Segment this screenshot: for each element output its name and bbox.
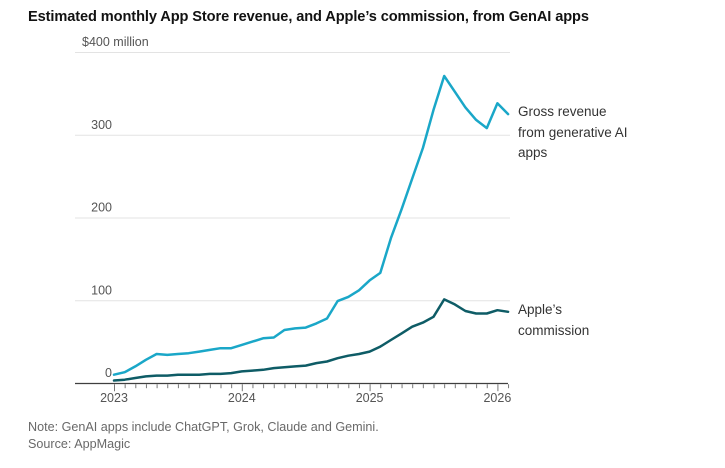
gross-revenue-series-label: Gross revenue from generative AI apps: [518, 104, 628, 160]
x-tick-label-2026: 2026: [483, 391, 511, 405]
y-tick-label-100: 100: [91, 283, 112, 297]
apple-commission-line: [112, 298, 510, 382]
gross-revenue-line: [112, 74, 510, 376]
y-tick-label-200: 200: [91, 201, 112, 215]
chart-title: Estimated monthly App Store revenue, and…: [28, 9, 589, 25]
y-tick-label-400: $400 million: [82, 35, 149, 49]
x-tick-label-2023: 2023: [100, 391, 128, 405]
x-tick-label-2024: 2024: [228, 391, 256, 405]
x-tick-label-2025: 2025: [356, 391, 384, 405]
apple-commission-series-label: Apple’s commission: [518, 302, 590, 338]
chart-source: Source: AppMagic: [28, 437, 131, 451]
y-tick-label-0: 0: [105, 366, 112, 380]
chart-note: Note: GenAI apps include ChatGPT, Grok, …: [28, 420, 379, 434]
y-tick-label-300: 300: [91, 118, 112, 132]
